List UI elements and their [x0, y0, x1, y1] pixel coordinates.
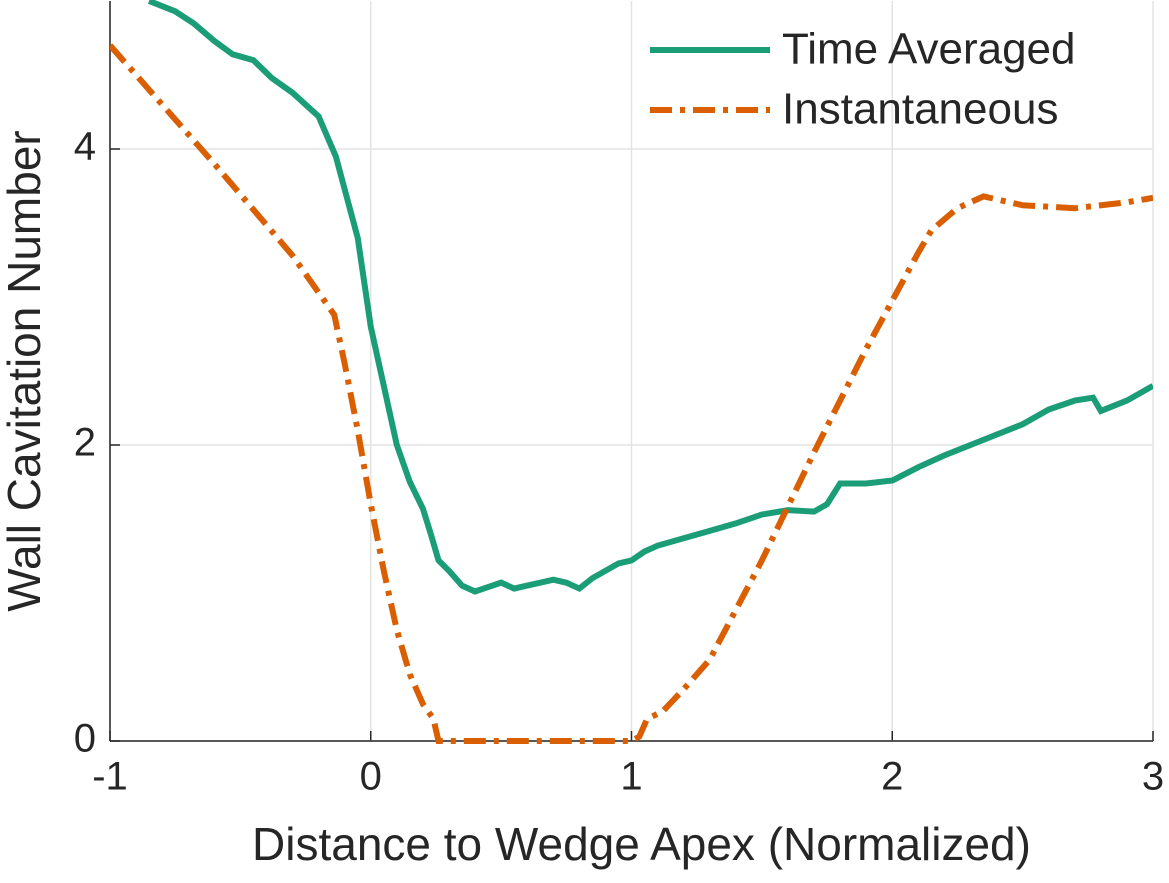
x-tick-label: 2	[881, 755, 903, 799]
data-line	[110, 43, 1153, 744]
x-tick-label: 3	[1142, 755, 1164, 799]
data-line	[148, 0, 1153, 595]
y-tick-label: 0	[74, 717, 96, 761]
x-axis-label: Distance to Wedge Apex (Normalized)	[252, 818, 1031, 870]
y-tick-label: 4	[74, 125, 96, 169]
x-tick-label: -1	[92, 755, 128, 799]
y-axis-label: Wall Cavitation Number	[0, 130, 50, 611]
x-tick-label: 1	[620, 755, 642, 799]
legend-label: Time Averaged	[782, 25, 1076, 74]
legend-label: Instantaneous	[782, 85, 1058, 134]
y-tick-label: 2	[74, 421, 96, 465]
x-tick-label: 0	[360, 755, 382, 799]
